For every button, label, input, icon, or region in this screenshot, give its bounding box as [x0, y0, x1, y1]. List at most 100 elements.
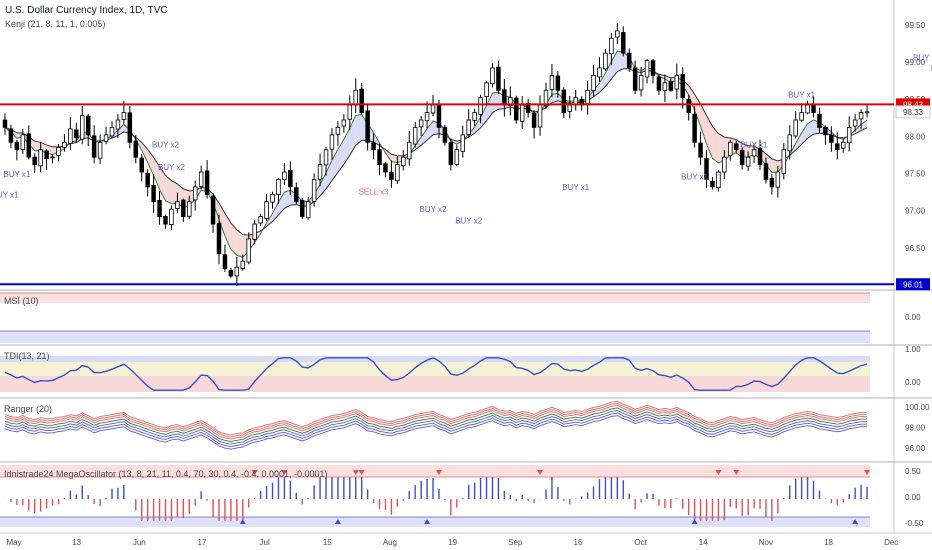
candle-body	[109, 127, 115, 137]
buy-signal-label: BUY x2	[152, 141, 180, 150]
msi-tick-label: 0.00	[905, 313, 921, 322]
candle-body	[234, 266, 240, 277]
candle-body	[204, 170, 210, 195]
candle-body	[448, 141, 454, 165]
candle-body	[537, 104, 543, 128]
candle-body	[793, 119, 798, 137]
tdi-tick-label: 0.00	[905, 378, 921, 387]
candle-body	[115, 119, 121, 130]
time-axis-label: May	[6, 538, 21, 547]
level-tag	[896, 278, 930, 291]
sell-triangle-marker	[537, 470, 544, 475]
indicator-title: Kenji (21, 8, 11, 1, 0.005)	[5, 19, 106, 29]
candle-body	[252, 223, 257, 240]
candle-body	[805, 104, 810, 114]
ranger-pane-label: Ranger (20)	[4, 404, 53, 414]
candle-body	[781, 149, 787, 174]
candle-body	[692, 113, 697, 143]
candle-body	[365, 110, 370, 143]
candle-body	[62, 141, 67, 148]
time-axis-label: 17	[198, 538, 207, 547]
candle-body	[555, 75, 561, 91]
mega-oscillator-pane-label: Idnistrade24 MegaOscillator (13, 8, 21, …	[4, 469, 328, 479]
kenji-slow-line	[4, 68, 868, 236]
level-tag-label: 96.01	[903, 280, 924, 289]
candle-body	[175, 201, 180, 209]
kenji-cloud-segment	[765, 153, 772, 173]
candle-body	[484, 82, 489, 97]
buy-signal-label: BUY x1	[3, 170, 31, 179]
sell-triangle-marker	[715, 470, 722, 475]
mega-upper-band	[0, 465, 870, 477]
candle-body	[276, 179, 281, 196]
candle-body	[799, 112, 804, 121]
buy-triangle-marker	[424, 519, 431, 524]
price-tick-label: 99.00	[905, 58, 926, 67]
kenji-cloud-segment	[230, 222, 237, 256]
candle-body	[216, 222, 222, 255]
candle-body	[163, 216, 168, 225]
candle-body	[846, 127, 852, 144]
time-axis-label: Nov	[759, 538, 773, 547]
candle-body	[472, 112, 477, 121]
candle-body	[508, 97, 513, 106]
candle-body	[668, 81, 674, 91]
kenji-cloud-segment	[272, 202, 279, 222]
candle-body	[430, 104, 436, 114]
kenji-cloud-segment	[159, 166, 166, 201]
kenji-cloud-segment	[700, 103, 707, 144]
kenji-cloud-segment	[611, 51, 618, 79]
candle-body	[282, 171, 287, 181]
mega-tick-label: 0.50	[905, 467, 921, 476]
candle-body	[20, 134, 26, 150]
tdi-tick-label: 1.00	[905, 345, 921, 354]
sell-triangle-marker	[435, 470, 442, 475]
candle-body	[733, 143, 739, 151]
candle-body	[317, 164, 323, 180]
candle-body	[852, 119, 858, 127]
candle-body	[270, 193, 275, 203]
candle-body	[514, 97, 519, 121]
candle-body	[478, 97, 483, 115]
candle-body	[757, 147, 763, 165]
time-axis-label: 19	[448, 538, 457, 547]
candle-body	[353, 89, 358, 106]
sell-triangle-marker	[864, 470, 871, 475]
tdi-pane-label: TDI(13, 21)	[4, 351, 50, 361]
candle-body	[305, 201, 311, 219]
symbol-title: U.S. Dollar Currency Index, 1D, TVC	[5, 5, 168, 16]
kenji-cloud-segment	[474, 117, 481, 134]
price-tick-label: 99.50	[905, 21, 926, 30]
candle-body	[769, 178, 775, 188]
kenji-cloud-segment	[284, 190, 291, 209]
candle-body	[864, 111, 870, 114]
candle-body	[543, 89, 549, 107]
buy-signal-label: BUY x1	[562, 183, 590, 192]
candle-body	[347, 104, 353, 120]
candle-body	[383, 163, 388, 173]
kenji-cloud-segment	[278, 192, 285, 216]
candle-body	[56, 147, 61, 156]
msi-lower-band	[0, 331, 870, 343]
candle-body	[26, 133, 31, 158]
buy-triangle-marker	[334, 519, 341, 524]
time-axis-label: Jul	[260, 538, 270, 547]
candle-body	[389, 171, 394, 180]
candle-body	[198, 171, 204, 187]
candle-body	[133, 140, 139, 158]
mega-tick-label: -0.50	[905, 519, 924, 528]
kenji-cloud-segment	[34, 141, 41, 151]
time-axis-label: 16	[573, 538, 582, 547]
candle-body	[603, 52, 608, 70]
candle-body	[841, 141, 846, 149]
kenji-cloud-segment	[224, 213, 231, 250]
candle-body	[418, 119, 424, 128]
candle-body	[531, 112, 537, 128]
candle-body	[85, 115, 91, 136]
sell-triangle-marker	[352, 470, 359, 475]
candle-body	[68, 128, 73, 144]
kenji-cloud-segment	[617, 51, 624, 72]
candle-body	[597, 67, 602, 78]
candle-body	[14, 141, 20, 151]
candle-body	[829, 134, 834, 143]
